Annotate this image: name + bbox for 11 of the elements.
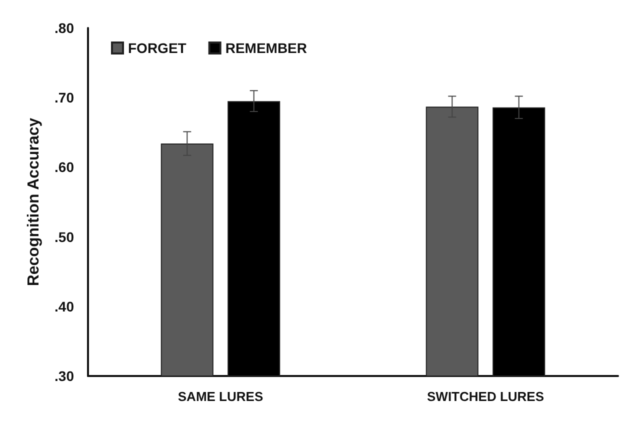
y-tick-label: .40 (54, 298, 74, 314)
legend-label: REMEMBER (225, 40, 308, 56)
x-tick-label: SWITCHED LURES (427, 389, 544, 404)
y-tick-label: .30 (54, 368, 74, 384)
y-axis-title: Recognition Accuracy (26, 118, 42, 286)
x-tick-label: SAME LURES (178, 389, 264, 404)
y-tick-label: .50 (54, 228, 74, 245)
legend-label: FORGET (128, 40, 187, 56)
y-tick-label: .70 (54, 90, 74, 106)
y-tick-label: .60 (54, 159, 74, 176)
y-tick-label: .80 (54, 20, 74, 36)
